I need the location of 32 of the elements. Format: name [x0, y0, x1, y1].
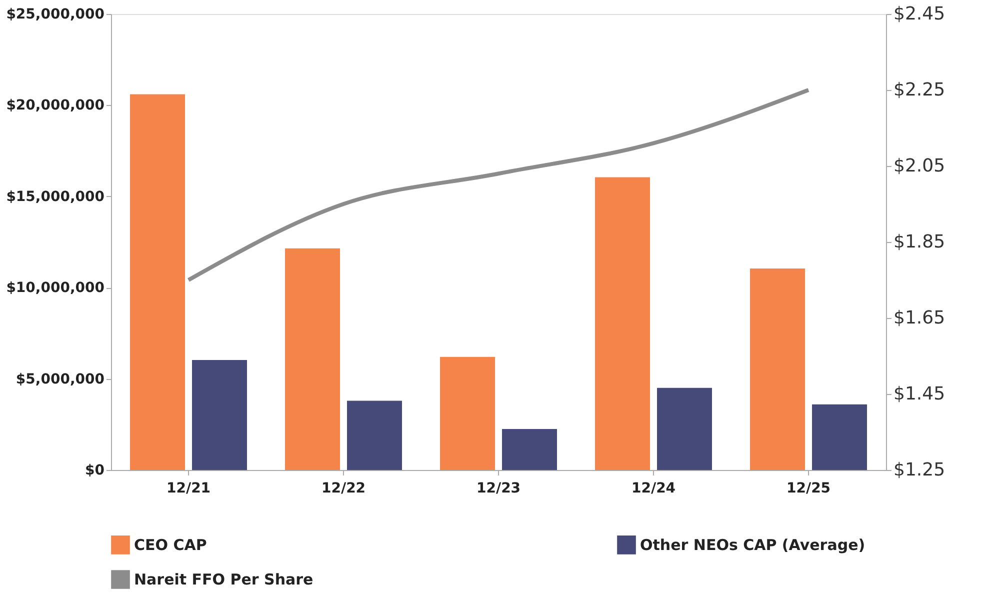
bar [192, 360, 247, 470]
y-tick-label: $20,000,000 [6, 98, 105, 114]
bar [657, 388, 712, 470]
y-tick-label: $0 [85, 462, 105, 478]
legend-label: Other NEOs CAP (Average) [640, 536, 866, 554]
y-tick-label: $10,000,000 [6, 280, 105, 296]
y2-tick-label: $1.85 [894, 232, 946, 252]
x-tick-label: 12/21 [166, 480, 211, 496]
y2-tick-label: $2.05 [894, 156, 946, 176]
x-tick-label: 12/23 [476, 480, 521, 496]
bar [595, 177, 650, 470]
x-tick-label: 12/22 [321, 480, 366, 496]
y-tick-label: $15,000,000 [6, 188, 105, 205]
bar [130, 94, 185, 470]
y2-tick-label: $1.25 [894, 460, 946, 480]
bar [440, 356, 495, 470]
x-tick-label: 12/24 [631, 480, 676, 496]
bar [750, 268, 805, 470]
line-series [186, 88, 810, 282]
bar [285, 248, 340, 470]
y2-tick-label: $2.25 [894, 80, 946, 100]
legend-label: CEO CAP [134, 536, 207, 554]
bar [812, 404, 867, 470]
y2-tick-label: $2.45 [894, 4, 946, 24]
bar [502, 428, 557, 470]
bar [347, 400, 402, 470]
x-tick-label: 12/25 [786, 480, 831, 496]
y-tick-label: $25,000,000 [6, 6, 105, 22]
y2-tick-label: $1.65 [894, 308, 946, 328]
y-tick-label: $5,000,000 [16, 371, 105, 388]
y2-tick-label: $1.45 [894, 384, 946, 404]
legend-label: Nareit FFO Per Share [134, 570, 314, 588]
